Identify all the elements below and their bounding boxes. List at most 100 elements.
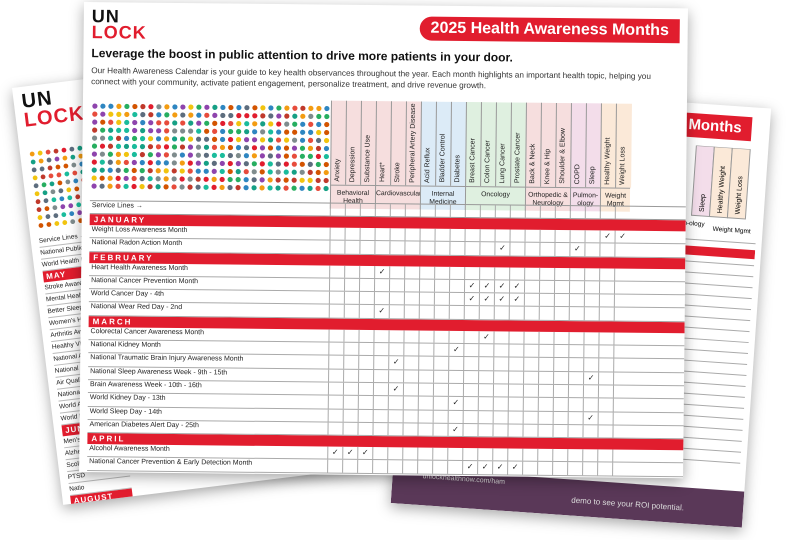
table-cell	[449, 204, 465, 218]
decorative-dot	[275, 145, 282, 151]
decorative-dot	[260, 129, 266, 135]
decorative-dot	[107, 143, 114, 149]
decorative-dot	[324, 105, 330, 112]
decorative-dot	[171, 136, 178, 142]
decorative-dot	[204, 104, 210, 110]
observance-label: National Traumatic Brain Injury Awarenes…	[90, 354, 244, 364]
observance-label: National Cancer Prevention Month	[91, 276, 199, 286]
decorative-dot	[220, 120, 226, 127]
decorative-dot	[148, 120, 154, 126]
table-cell	[328, 291, 344, 305]
decorative-dot	[244, 113, 250, 119]
decorative-dot	[316, 113, 322, 120]
table-cell	[434, 204, 450, 218]
decorative-dot	[243, 161, 249, 167]
decorative-dot	[131, 151, 138, 158]
table-cell	[462, 410, 478, 424]
decorative-dot	[147, 160, 153, 166]
column-header-label: Acid Reflux	[424, 147, 432, 183]
column-header-label: Stroke	[394, 162, 402, 183]
table-cell	[552, 398, 568, 411]
decorative-dot	[276, 129, 282, 135]
decorative-dot	[259, 185, 265, 191]
decorative-dot	[108, 111, 114, 117]
table-cell	[613, 332, 629, 345]
table-cell	[448, 279, 465, 293]
decorative-dot	[179, 136, 186, 142]
decorative-dot	[139, 160, 145, 166]
dot-pattern	[91, 103, 330, 192]
table-cell	[389, 204, 405, 217]
table-cell	[612, 412, 628, 425]
table-cell	[568, 307, 584, 321]
table-cell	[448, 330, 464, 344]
check-mark-cell: ✓	[582, 411, 598, 425]
decorative-dot	[291, 177, 297, 183]
table-cell	[404, 228, 420, 241]
decorative-dot	[123, 135, 130, 142]
table-cell	[507, 448, 523, 462]
table-cell	[403, 343, 419, 356]
table-cell	[537, 398, 553, 411]
decorative-dot	[323, 169, 329, 176]
decorative-dot	[300, 129, 306, 135]
decorative-dot	[188, 120, 194, 126]
observance-label: World Kidney Day - 13th	[89, 394, 166, 403]
observance-label: Heart Health Awareness Month	[91, 263, 189, 272]
decorative-dot	[107, 151, 114, 157]
decorative-dot	[203, 168, 209, 174]
decorative-dot	[46, 222, 52, 227]
decorative-dot	[236, 113, 242, 119]
table-cell	[402, 460, 418, 474]
decorative-dot	[251, 161, 257, 167]
decorative-dot	[188, 128, 194, 134]
decorative-dot	[243, 145, 250, 151]
decorative-dot	[92, 111, 98, 117]
table-cell	[419, 266, 435, 279]
decorative-dot	[292, 129, 298, 135]
decorative-dot	[307, 145, 314, 151]
decorative-dot	[171, 176, 177, 182]
decorative-dot	[99, 151, 106, 157]
table-cell	[343, 369, 359, 382]
decorative-dot	[180, 104, 186, 110]
decorative-dot	[155, 160, 161, 166]
decorative-dot	[91, 135, 98, 141]
decorative-dot	[235, 161, 241, 167]
decorative-dot	[315, 169, 321, 176]
table-cell	[538, 344, 554, 358]
table-cell	[597, 385, 614, 398]
column-header-label: Heart*	[379, 162, 387, 183]
table-cell	[522, 448, 538, 462]
decorative-dot	[172, 128, 178, 134]
table-cell	[373, 329, 389, 343]
decorative-dot	[212, 128, 218, 134]
table-cell	[387, 423, 403, 436]
observance-label: Colorectal Cancer Awareness Month	[90, 327, 205, 337]
column-header-label: Prostate Cancer	[514, 132, 522, 184]
table-cell	[478, 344, 494, 357]
decorative-dot	[220, 104, 226, 111]
table-cell	[477, 448, 493, 461]
table-cell	[493, 370, 509, 384]
decorative-dot	[267, 145, 274, 151]
table-cell	[432, 423, 448, 436]
decorative-dot	[147, 136, 154, 142]
table-cell	[327, 422, 343, 435]
column-header-label: Lung Cancer	[499, 143, 507, 184]
column-header-label: Shoulder & Elbow	[559, 128, 567, 185]
table-cell	[433, 343, 449, 357]
decorative-dot	[204, 120, 210, 126]
table-cell	[553, 345, 569, 358]
table-cell	[554, 229, 570, 243]
decorative-dot	[315, 185, 321, 192]
decorative-dot	[259, 177, 265, 183]
table-cell	[372, 422, 388, 436]
decorative-dot	[292, 113, 298, 119]
decorative-dot	[65, 179, 71, 185]
table-cell	[433, 279, 450, 293]
decorative-dot	[164, 104, 170, 110]
check-mark-cell: ✓	[373, 305, 389, 318]
decorative-dot	[124, 103, 130, 110]
check-mark-cell: ✓	[447, 397, 463, 410]
